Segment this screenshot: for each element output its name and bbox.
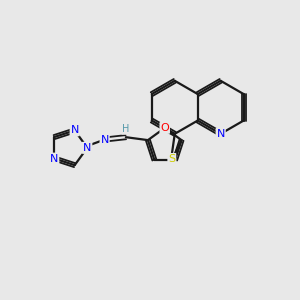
Text: N: N — [217, 129, 225, 139]
Text: N: N — [100, 134, 109, 145]
Text: N: N — [70, 125, 79, 135]
Text: N: N — [83, 143, 92, 153]
Text: N: N — [82, 143, 91, 153]
Text: O: O — [160, 123, 169, 133]
Text: S: S — [168, 154, 175, 164]
Text: N: N — [50, 154, 58, 164]
Text: H: H — [122, 124, 130, 134]
